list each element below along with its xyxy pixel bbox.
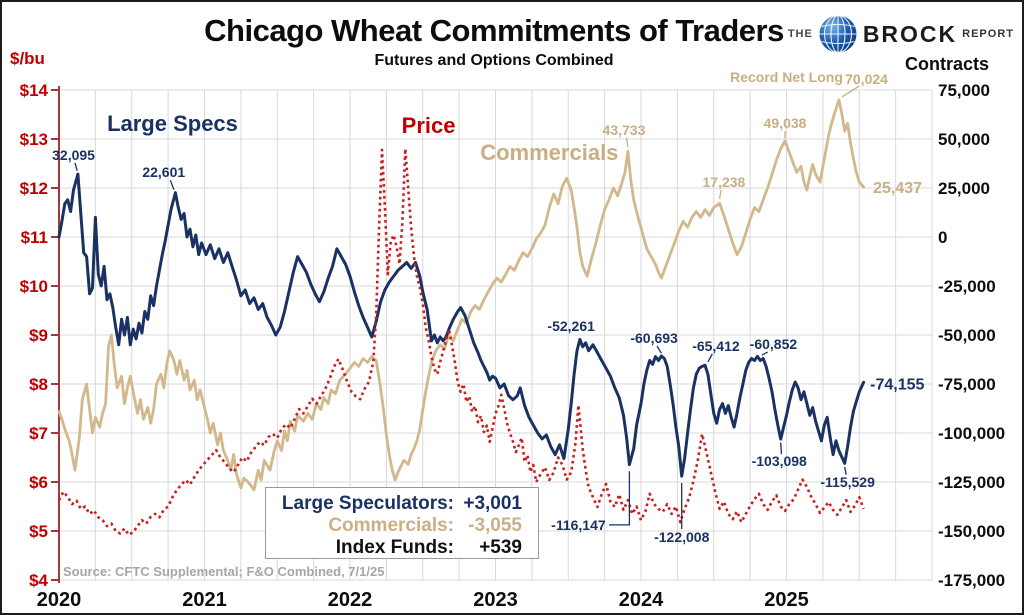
- right-tick-label: 25,000: [938, 179, 990, 198]
- legend-row-index-funds: Index Funds: +539: [266, 537, 538, 559]
- annotation-label: 22,601: [142, 164, 185, 180]
- legend-value-index-funds: +539: [479, 537, 522, 558]
- legend-value-large-speculators: +3,001: [463, 493, 522, 514]
- right-tick-label: -75,000: [938, 375, 996, 394]
- year-tick-label: 2020: [37, 589, 82, 611]
- annotation-label: -65,412: [692, 338, 740, 354]
- annotation-pointer: [625, 137, 629, 148]
- right-tick-label: -50,000: [938, 326, 996, 345]
- annotation-pointer: [656, 345, 662, 354]
- annotation-pointer: [841, 85, 860, 98]
- year-tick-label: 2025: [764, 589, 809, 611]
- left-tick-label: $9: [29, 326, 48, 345]
- annotation-label: 32,095: [52, 147, 95, 163]
- annotation-label: -74,155: [870, 376, 924, 393]
- annotation-label: -103,098: [752, 453, 807, 469]
- left-axis-unit-label: $/bu: [10, 49, 45, 68]
- annotation-label: -52,261: [547, 318, 595, 334]
- right-tick-label: 75,000: [938, 81, 990, 100]
- annotation-pointer: [780, 442, 783, 455]
- left-tick-label: $11: [21, 228, 48, 247]
- annotation-pointer: [761, 351, 768, 356]
- logo-text-report: REPORT: [962, 28, 1014, 40]
- annotation-label: 49,038: [764, 115, 807, 131]
- year-tick-label: 2023: [473, 589, 518, 611]
- right-tick-label: -25,000: [938, 277, 996, 296]
- right-tick-label: -100,000: [938, 424, 1005, 443]
- right-tick-label: 0: [938, 228, 947, 247]
- right-axis-unit-label: Contracts: [905, 54, 990, 74]
- chart-subtitle: Futures and Options Combined: [374, 52, 614, 69]
- annotation-label: -115,529: [820, 474, 875, 490]
- left-tick-label: $6: [29, 473, 48, 492]
- series-label-commercials: Commercials: [480, 140, 618, 165]
- left-tick-label: $12: [20, 179, 48, 198]
- left-tick-label: $7: [29, 424, 48, 443]
- series-label-large-specs: Large Specs: [107, 111, 238, 136]
- annotation-pointer: [707, 353, 713, 363]
- annotation-label: 43,733: [603, 122, 646, 138]
- year-tick-label: 2022: [328, 589, 373, 611]
- right-tick-label: -175,000: [938, 571, 1005, 590]
- year-tick-label: 2024: [619, 589, 664, 611]
- brock-report-logo: THE: [788, 14, 1014, 54]
- annotation-label: Record Net Long: [730, 69, 843, 85]
- logo-text-the: THE: [787, 28, 813, 40]
- annotation-label: 70,024: [845, 71, 888, 87]
- legend-row-large-speculators: Large Speculators: +3,001: [266, 493, 538, 515]
- left-tick-label: $5: [29, 522, 48, 541]
- annotation-label: -60,693: [630, 330, 678, 346]
- annotation-label: 25,437: [873, 180, 922, 197]
- annotation-pointer: [844, 466, 847, 475]
- series-label-price: Price: [402, 113, 456, 138]
- annotation-label: -116,147: [551, 517, 606, 533]
- legend-label-large-speculators: Large Speculators:: [281, 493, 454, 514]
- legend-label-index-funds: Index Funds:: [335, 537, 454, 558]
- globe-icon: [818, 14, 858, 54]
- legend-box: Large Speculators: +3,001 Commercials: -…: [265, 487, 539, 559]
- left-axis-spine: [51, 86, 60, 583]
- legend-label-commercials: Commercials:: [328, 515, 454, 536]
- left-tick-label: $10: [20, 277, 48, 296]
- annotation-pointer: [718, 189, 722, 199]
- annotation-pointer: [609, 471, 631, 526]
- logo-text-brock: BROCK: [862, 20, 958, 47]
- annotation-label: 17,238: [703, 174, 746, 190]
- left-tick-label: $4: [29, 571, 48, 590]
- year-tick-label: 2021: [182, 589, 227, 611]
- annotation-label: -122,008: [654, 529, 709, 545]
- series-price: [57, 147, 865, 537]
- page-title: Chicago Wheat Commitments of Traders: [204, 13, 784, 48]
- source-note: Source: CFTC Supplemental; F&O Combined,…: [63, 564, 385, 579]
- legend-row-commercials: Commercials: -3,055: [266, 515, 538, 537]
- right-tick-label: -125,000: [938, 473, 1005, 492]
- annotation-pointer: [74, 162, 78, 171]
- annotation-pointer: [169, 179, 175, 190]
- right-tick-label: -150,000: [938, 522, 1005, 541]
- annotation-label: -60,852: [750, 336, 798, 352]
- left-tick-label: $14: [20, 81, 49, 100]
- left-tick-label: $8: [29, 375, 48, 394]
- right-tick-label: 50,000: [938, 130, 990, 149]
- left-tick-label: $13: [20, 130, 48, 149]
- series-commercials: [57, 98, 865, 492]
- legend-value-commercials: -3,055: [468, 515, 522, 536]
- series-large-specs: [57, 172, 866, 478]
